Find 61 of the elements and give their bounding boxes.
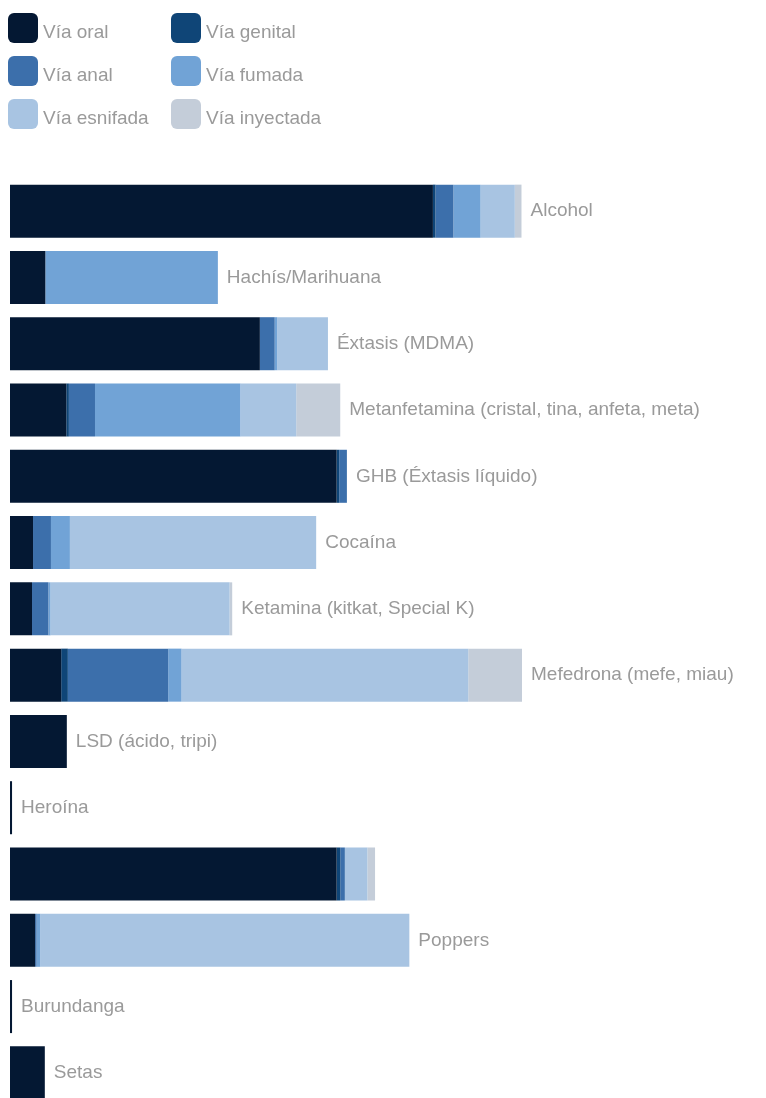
bar <box>453 184 481 238</box>
bar <box>435 184 454 238</box>
y-tick-label: Poppers <box>418 928 490 950</box>
bar <box>259 317 275 371</box>
bar <box>45 250 218 304</box>
legend-label: Vía inyectada <box>206 107 322 129</box>
bar <box>10 781 13 835</box>
bar <box>10 980 13 1034</box>
bar <box>367 847 376 901</box>
y-tick-label: Mefedrona (mefe, miau) <box>531 663 734 685</box>
bar <box>10 648 62 702</box>
bar <box>10 847 337 901</box>
y-tick-label: LSD (ácido, tripi) <box>75 729 218 751</box>
bar <box>10 250 46 304</box>
bar <box>10 383 67 437</box>
legend-label: Vía fumada <box>206 64 304 86</box>
bar <box>10 516 34 570</box>
y-tick-label: Setas <box>53 1061 103 1083</box>
bar <box>181 648 469 702</box>
y-tick-label: Hachís/Marihuana <box>226 265 382 287</box>
bar <box>344 847 368 901</box>
bar <box>40 913 410 967</box>
bar <box>240 383 297 437</box>
bar <box>50 582 230 636</box>
y-tick-label: Alcohol <box>530 199 593 221</box>
legend-label: Vía genital <box>206 21 296 43</box>
bar <box>10 913 36 967</box>
bar <box>339 449 347 503</box>
bar <box>296 383 341 437</box>
bar <box>514 184 522 238</box>
bar <box>168 648 182 702</box>
y-tick-label: Cocaína <box>325 530 397 552</box>
legend-label: Vía anal <box>43 64 113 86</box>
legend-label: Vía oral <box>43 21 109 43</box>
bar <box>480 184 515 238</box>
y-tick-label: Ketamina (kitkat, Special K) <box>241 597 475 619</box>
bar <box>61 648 68 702</box>
y-tick-label: GHB (Éxtasis líquido) <box>355 464 538 486</box>
bar <box>69 516 317 570</box>
bar <box>10 714 67 768</box>
bar <box>468 648 522 702</box>
y-tick-label: Heroína <box>21 795 90 817</box>
bar <box>10 1046 45 1098</box>
legend-label: Vía esnifada <box>43 107 149 129</box>
y-tick-label: Burundanga <box>21 994 126 1016</box>
y-tick-label: Éxtasis (MDMA) <box>336 331 475 353</box>
bar <box>277 317 328 371</box>
bar <box>33 516 51 570</box>
bar <box>32 582 49 636</box>
y-tick-label: Metanfetamina (cristal, tina, anfeta, meta) <box>349 398 700 420</box>
bar <box>48 582 51 636</box>
bar <box>50 516 70 570</box>
bar <box>10 317 260 371</box>
bar <box>94 383 241 437</box>
bar <box>66 383 69 437</box>
bar <box>10 582 33 636</box>
bar <box>340 847 345 901</box>
bar <box>10 449 337 503</box>
bar <box>68 383 95 437</box>
bar <box>10 184 433 238</box>
bar <box>67 648 169 702</box>
